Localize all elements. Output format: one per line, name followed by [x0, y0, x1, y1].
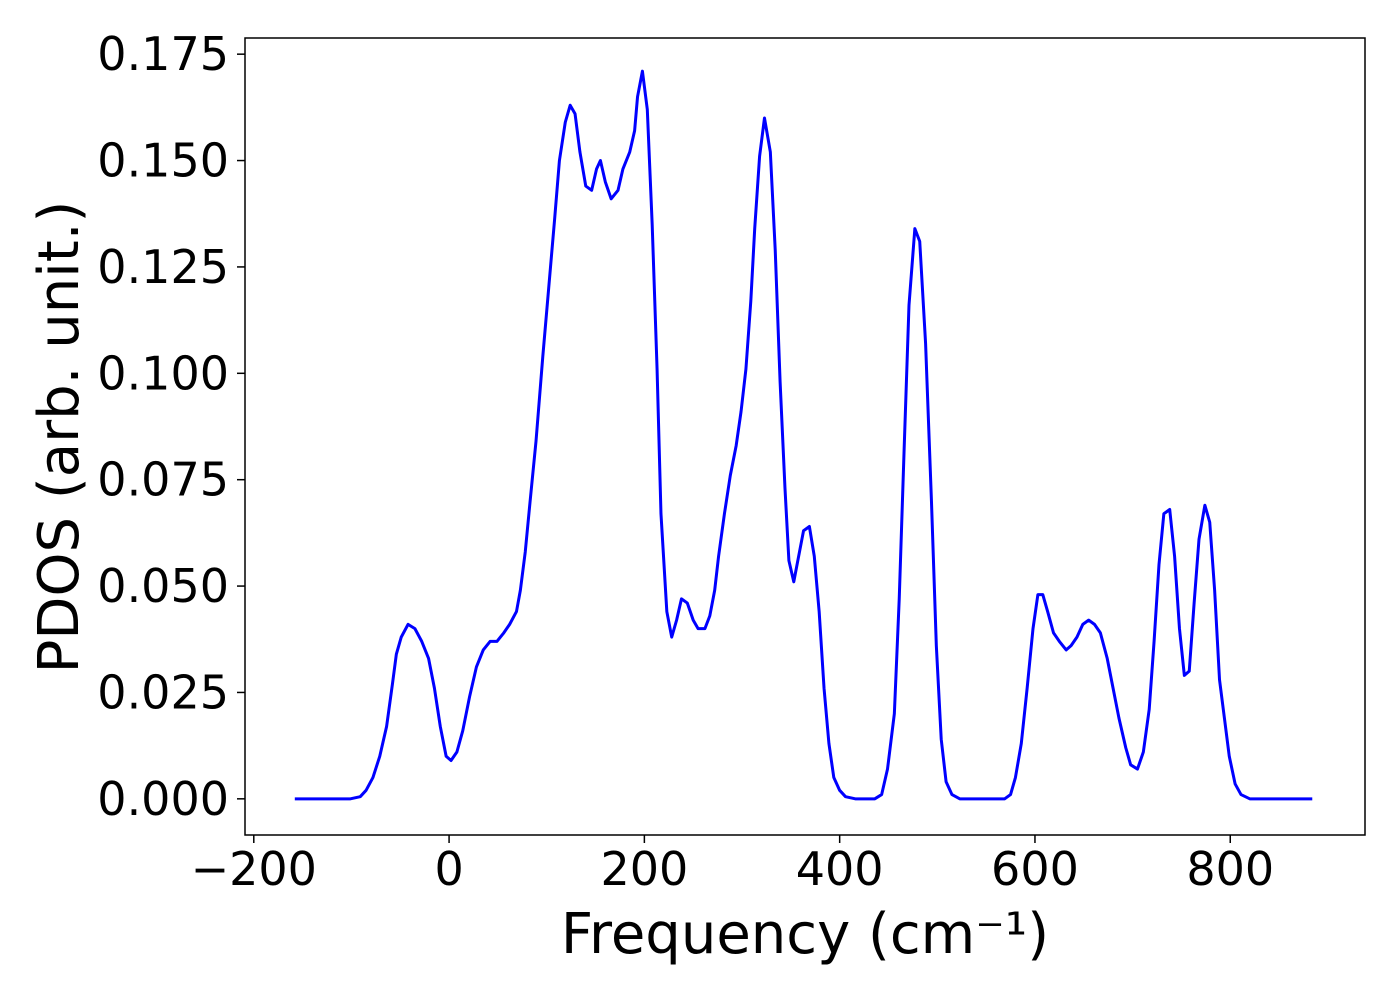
data-line	[294, 69, 1313, 801]
x-axis-label: Frequency (cm⁻¹)	[561, 902, 1049, 967]
y-tick-label: 0.075	[97, 453, 229, 507]
plot-frame	[244, 37, 1366, 836]
x-tick-label: 600	[991, 842, 1079, 896]
y-tick-label: 0.025	[97, 665, 229, 719]
x-tick-label: 200	[600, 842, 688, 896]
x-tick-label: 400	[796, 842, 884, 896]
y-tick-label: 0.150	[97, 134, 229, 188]
y-tick-label: 0.000	[97, 772, 229, 826]
y-tick-label: 0.125	[97, 240, 229, 294]
y-tick-label: 0.100	[97, 346, 229, 400]
x-tick-label: 800	[1186, 842, 1274, 896]
y-tick-label: 0.050	[97, 559, 229, 613]
y-tick-label: 0.175	[97, 27, 229, 81]
y-axis-label: PDOS (arb. unit.)	[27, 201, 92, 674]
x-tick-label: −200	[191, 842, 317, 896]
x-tick-label: 0	[434, 842, 463, 896]
